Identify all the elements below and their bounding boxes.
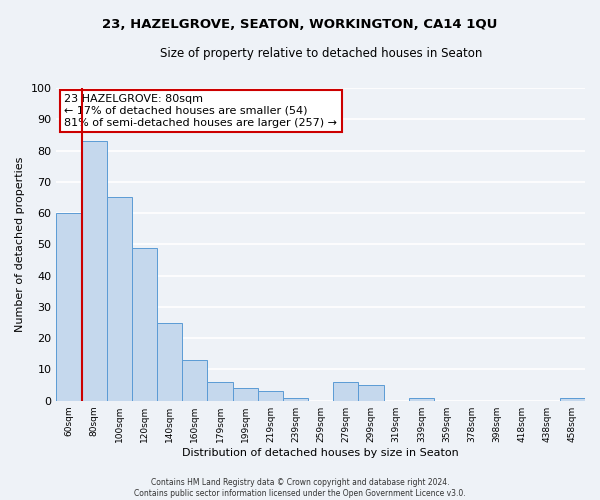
Text: 23, HAZELGROVE, SEATON, WORKINGTON, CA14 1QU: 23, HAZELGROVE, SEATON, WORKINGTON, CA14… <box>103 18 497 30</box>
Y-axis label: Number of detached properties: Number of detached properties <box>15 156 25 332</box>
Bar <box>283 398 308 400</box>
Bar <box>56 213 82 400</box>
Bar <box>560 398 585 400</box>
Text: Contains HM Land Registry data © Crown copyright and database right 2024.
Contai: Contains HM Land Registry data © Crown c… <box>134 478 466 498</box>
Bar <box>82 141 107 401</box>
Bar <box>333 382 358 400</box>
Text: 23 HAZELGROVE: 80sqm
← 17% of detached houses are smaller (54)
81% of semi-detac: 23 HAZELGROVE: 80sqm ← 17% of detached h… <box>64 94 337 128</box>
Bar <box>358 385 383 400</box>
Bar <box>157 322 182 400</box>
X-axis label: Distribution of detached houses by size in Seaton: Distribution of detached houses by size … <box>182 448 459 458</box>
Bar <box>208 382 233 400</box>
Bar <box>107 198 132 400</box>
Bar <box>182 360 208 401</box>
Bar <box>258 392 283 400</box>
Bar <box>409 398 434 400</box>
Bar <box>233 388 258 400</box>
Bar <box>132 248 157 400</box>
Title: Size of property relative to detached houses in Seaton: Size of property relative to detached ho… <box>160 48 482 60</box>
